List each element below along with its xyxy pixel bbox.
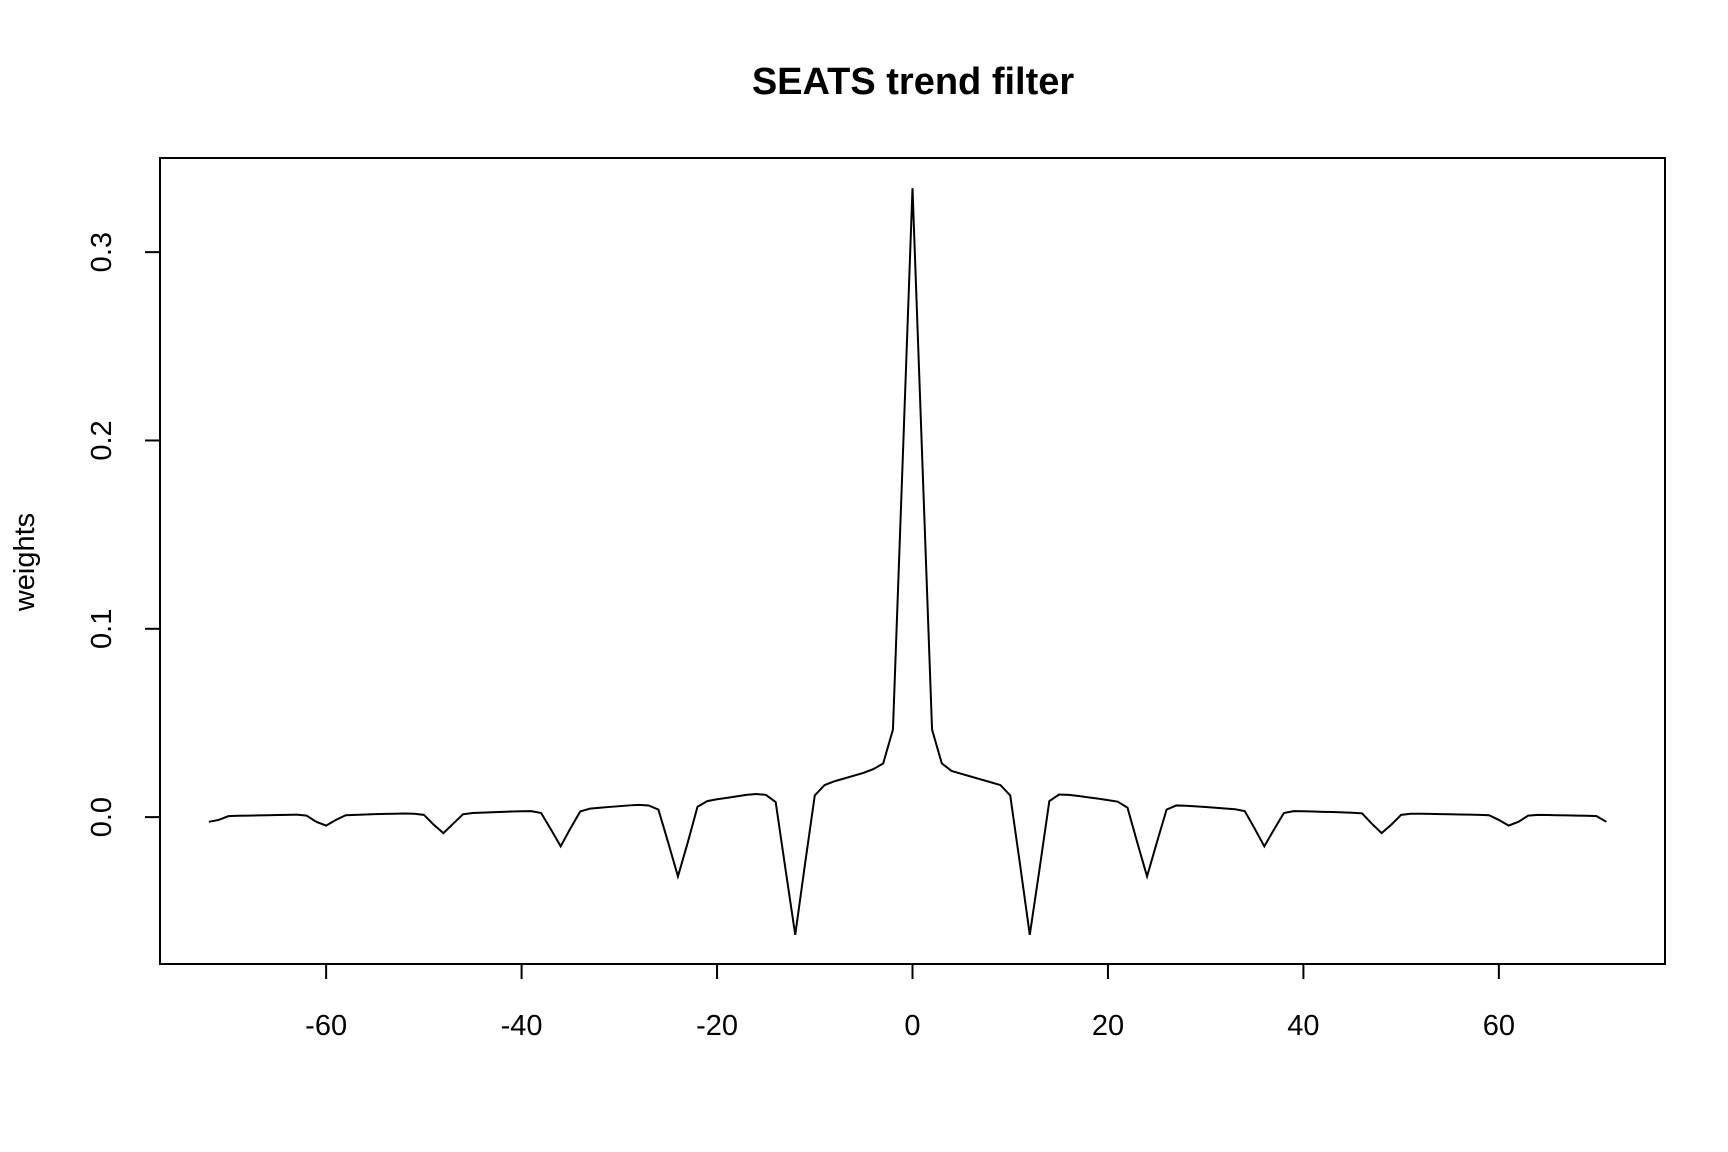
- y-tick-label: 0.1: [86, 609, 118, 649]
- x-tick-label: 40: [1287, 1010, 1319, 1042]
- y-tick-label: 0.0: [86, 797, 118, 837]
- x-tick-label: 20: [1092, 1010, 1124, 1042]
- x-tick-label: -40: [501, 1010, 543, 1042]
- y-tick-label: 0.3: [86, 232, 118, 272]
- chart-title: SEATS trend filter: [752, 61, 1075, 103]
- data-series: [208, 188, 1607, 935]
- weights-line: [208, 188, 1607, 935]
- x-tick-label: 60: [1483, 1010, 1515, 1042]
- y-axis-label: weights: [9, 513, 41, 612]
- y-tick-label: 0.2: [86, 420, 118, 460]
- x-tick-label: -60: [305, 1010, 347, 1042]
- y-axis: 0.0 0.1 0.2 0.3: [86, 232, 161, 837]
- x-tick-label: 0: [904, 1010, 920, 1042]
- x-tick-label: -20: [696, 1010, 738, 1042]
- x-axis: -60 -40 -20 0 20 40 60: [305, 963, 1515, 1042]
